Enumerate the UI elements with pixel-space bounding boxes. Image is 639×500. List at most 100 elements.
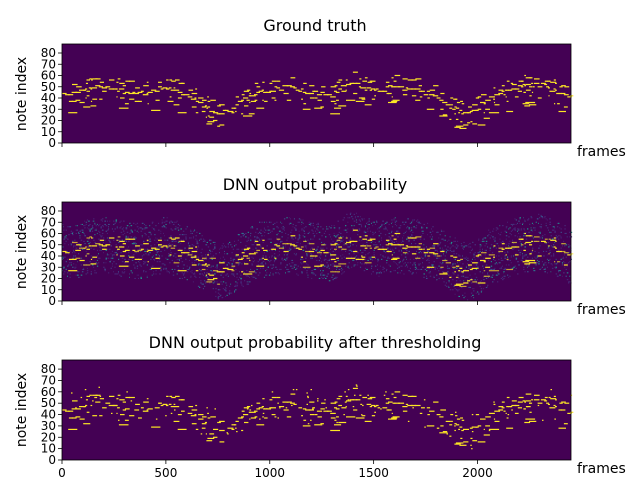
probability-cell: [396, 234, 397, 236]
probability-cell: [485, 240, 488, 242]
probability-cell: [478, 292, 480, 294]
probability-cell: [192, 237, 194, 239]
probability-cell: [527, 266, 528, 268]
probability-cell: [285, 252, 286, 254]
probability-cell: [287, 256, 289, 258]
probability-cell: [123, 220, 125, 222]
probability-cell: [479, 248, 481, 250]
probability-cell: [280, 263, 282, 265]
x-axis-label: frames: [577, 461, 626, 477]
note-cell: [352, 82, 358, 84]
probability-cell: [181, 254, 183, 256]
probability-cell: [207, 253, 209, 255]
probability-cell: [452, 289, 454, 291]
probability-cell: [113, 230, 115, 232]
probability-cell: [533, 223, 534, 225]
probability-cell: [78, 232, 80, 234]
probability-cell: [494, 267, 496, 269]
probability-cell: [166, 258, 169, 260]
probability-cell: [518, 261, 519, 263]
probability-cell: [409, 230, 412, 232]
probability-cell: [527, 271, 529, 273]
probability-cell: [169, 262, 171, 264]
note-cell: [525, 101, 536, 104]
note-cell: [426, 108, 435, 110]
probability-cell: [432, 245, 433, 247]
note-cell: [138, 417, 142, 419]
note-cell: [524, 91, 526, 93]
probability-cell: [306, 263, 308, 265]
note-cell: [514, 96, 519, 98]
probability-cell: [399, 261, 401, 263]
note-cell: [451, 420, 453, 422]
probability-cell: [483, 237, 485, 239]
probability-cell: [389, 271, 392, 273]
probability-cell: [566, 265, 568, 267]
probability-cell: [531, 236, 533, 238]
note-cell: [75, 257, 81, 259]
note-cell: [95, 401, 101, 403]
note-cell: [274, 86, 278, 88]
probability-cell: [305, 226, 307, 228]
probability-cell: [69, 226, 72, 228]
probability-cell: [458, 277, 460, 279]
note-cell: [83, 106, 91, 108]
note-cell: [341, 248, 347, 250]
probability-cell: [325, 244, 327, 246]
probability-cell: [338, 227, 341, 229]
note-cell: [147, 249, 153, 251]
probability-cell: [115, 263, 118, 265]
note-cell: [134, 250, 140, 253]
note-cell: [147, 408, 153, 410]
note-cell: [455, 125, 464, 127]
probability-cell: [447, 267, 449, 269]
probability-cell: [376, 244, 378, 246]
probability-cell: [536, 255, 539, 257]
note-cell: [369, 247, 372, 249]
note-cell: [330, 417, 336, 419]
probability-cell: [564, 262, 566, 264]
probability-cell: [275, 266, 277, 268]
probability-cell: [270, 248, 272, 250]
probability-cell: [182, 274, 184, 276]
probability-cell: [145, 261, 147, 263]
probability-cell: [237, 264, 240, 266]
spurious-note: [236, 431, 238, 433]
note-cell: [553, 88, 556, 90]
note-cell: [391, 393, 394, 395]
probability-cell: [115, 273, 117, 275]
note-cell: [450, 255, 454, 257]
probability-cell: [445, 282, 447, 284]
probability-cell: [154, 259, 155, 261]
note-cell: [454, 113, 456, 115]
probability-cell: [409, 267, 411, 269]
probability-cell: [144, 227, 146, 229]
probability-cell: [190, 271, 192, 273]
probability-cell: [539, 268, 541, 270]
note-cell: [261, 247, 264, 249]
probability-cell: [105, 217, 107, 219]
probability-cell: [568, 262, 570, 264]
probability-cell: [464, 268, 466, 270]
probability-cell: [217, 298, 219, 300]
note-cell: [122, 85, 126, 87]
probability-cell: [136, 230, 138, 232]
probability-cell: [523, 217, 524, 219]
probability-cell: [529, 236, 530, 238]
probability-cell: [158, 245, 160, 247]
probability-cell: [196, 241, 199, 243]
probability-cell: [72, 252, 74, 254]
probability-cell: [372, 271, 374, 273]
probability-cell: [558, 270, 560, 272]
probability-cell: [549, 258, 551, 260]
note-cell: [468, 106, 472, 108]
note-cell: [122, 401, 126, 403]
note-cell: [92, 98, 98, 100]
probability-cell: [539, 226, 541, 228]
probability-cell: [443, 230, 445, 232]
note-cell: [72, 241, 78, 244]
probability-cell: [143, 263, 145, 265]
probability-cell: [421, 226, 423, 228]
probability-cell: [402, 221, 404, 223]
probability-cell: [373, 232, 375, 234]
